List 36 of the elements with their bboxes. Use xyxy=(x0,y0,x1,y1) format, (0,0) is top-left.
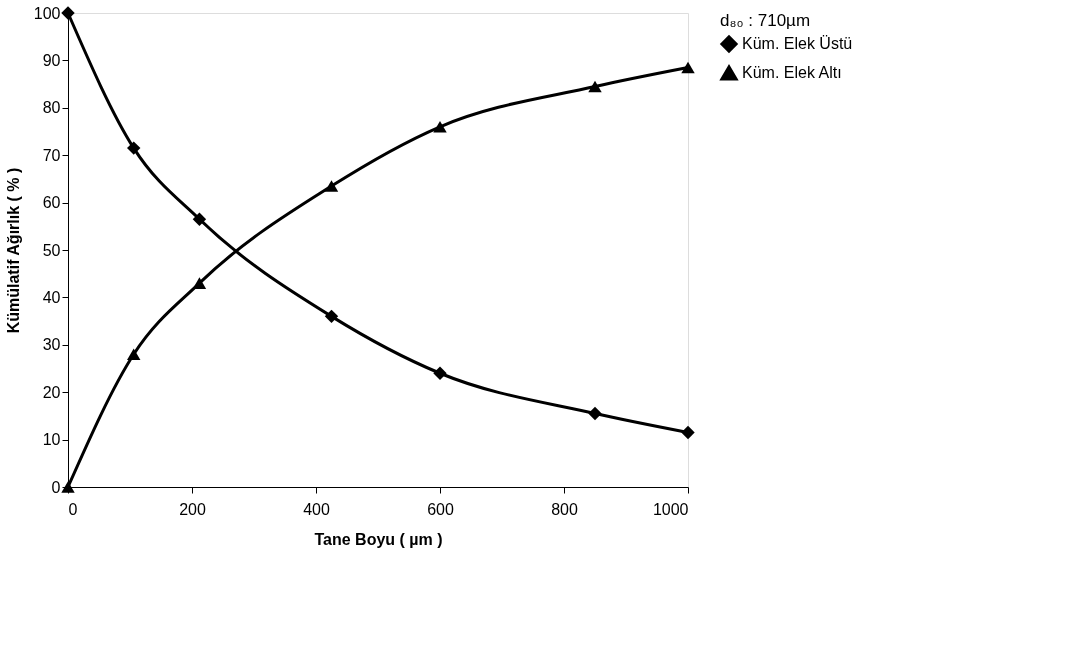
point xyxy=(681,425,695,440)
legend-label: Küm. Elek Altı xyxy=(742,64,842,81)
y-tick-label: 80 xyxy=(42,99,61,117)
point xyxy=(192,212,207,226)
point xyxy=(127,141,141,155)
y-tick-label: 90 xyxy=(42,51,61,69)
legend-label: Küm. Elek Üstü xyxy=(742,35,853,52)
point xyxy=(433,366,447,380)
x-axis-title: Tane Boyu ( µm ) xyxy=(314,530,443,548)
y-tick-label: 50 xyxy=(42,241,61,259)
legend-title: d₈₀ : 710µm xyxy=(720,11,811,30)
point xyxy=(61,6,75,20)
y-tick-label: 30 xyxy=(42,336,61,354)
x-tick-label: 800 xyxy=(551,500,578,518)
y-tick-label: 100 xyxy=(33,4,61,22)
point xyxy=(127,348,141,361)
point xyxy=(588,406,602,421)
point xyxy=(681,61,695,74)
y-tick-label: 10 xyxy=(42,431,61,449)
point xyxy=(61,481,75,493)
point xyxy=(433,120,447,133)
y-tick-label: 0 xyxy=(51,478,61,496)
x-tick-label: 400 xyxy=(303,500,330,518)
y-tick-label: 70 xyxy=(42,146,61,164)
y-axis-title: Kümülatif Ağırlık ( % ) xyxy=(4,167,22,334)
point xyxy=(324,180,339,192)
point xyxy=(588,80,602,93)
y-tick-label: 60 xyxy=(42,194,61,212)
y-tick-label: 20 xyxy=(42,383,61,401)
x-tick-label: 200 xyxy=(179,500,206,518)
x-tick-label: 0 xyxy=(68,500,78,518)
point xyxy=(192,277,207,289)
x-tick-label: 1000 xyxy=(652,500,689,518)
y-tick-label: 40 xyxy=(42,288,61,306)
x-tick-label: 600 xyxy=(427,500,454,518)
point xyxy=(324,309,339,324)
